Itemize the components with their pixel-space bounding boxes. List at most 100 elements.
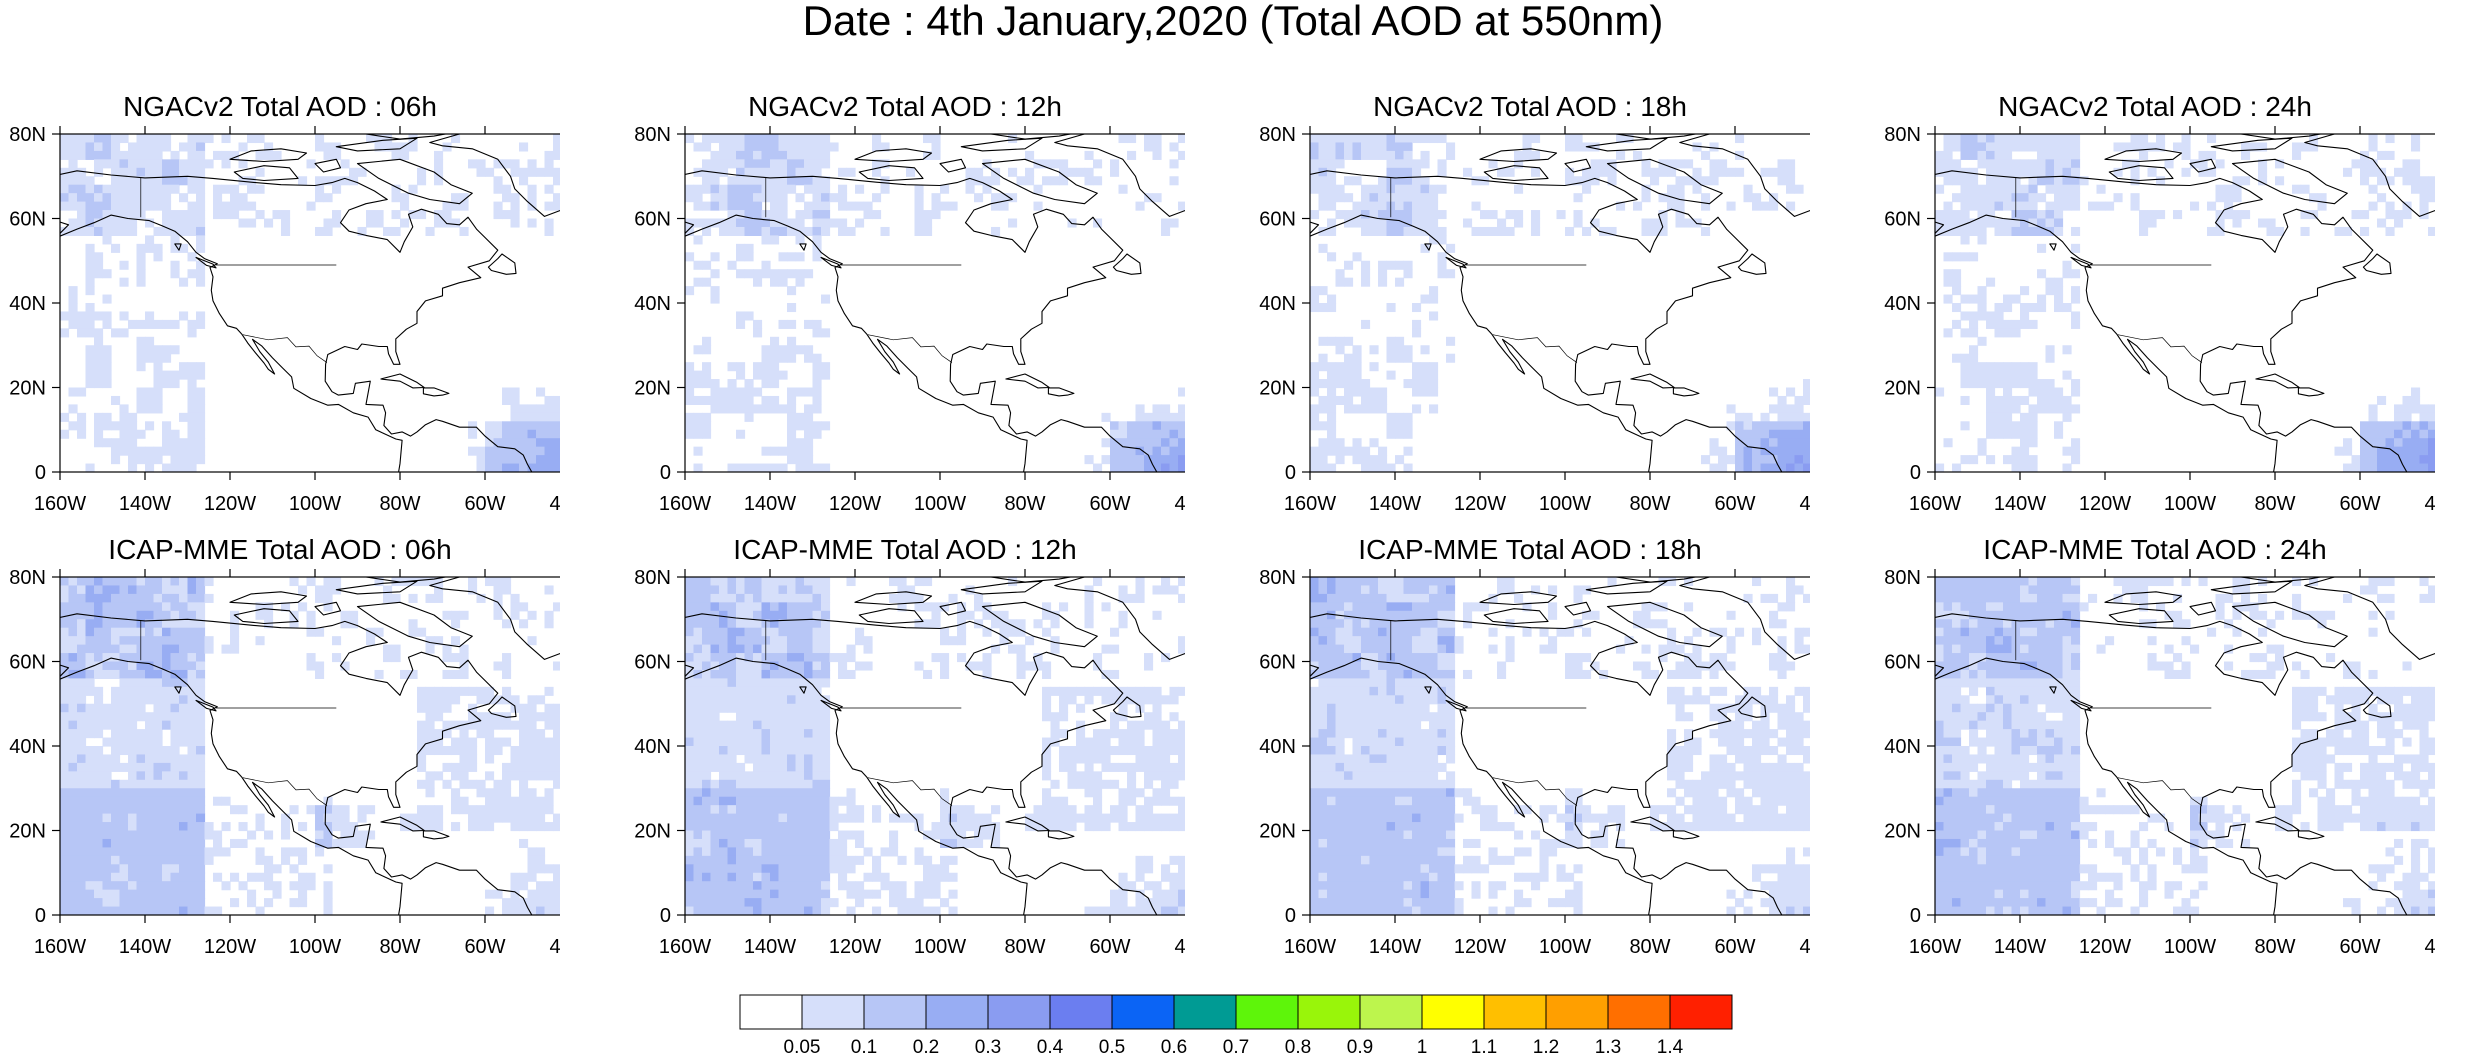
- aod-cell: [1169, 855, 1179, 865]
- aod-cell: [68, 176, 78, 186]
- aod-cell: [2428, 404, 2435, 414]
- aod-cell: [170, 737, 180, 747]
- aod-cell: [519, 813, 529, 823]
- aod-cell: [1050, 805, 1060, 815]
- aod-cell: [408, 813, 418, 823]
- aod-cell: [812, 328, 822, 338]
- aod-cell: [1505, 167, 1515, 177]
- aod-cell: [1327, 252, 1337, 262]
- aod-cell: [153, 201, 163, 211]
- aod-cell: [778, 746, 788, 756]
- aod-cell: [1361, 395, 1371, 405]
- aod-cell: [1786, 412, 1796, 422]
- aod-cell: [770, 446, 780, 456]
- aod-cell: [1986, 370, 1996, 380]
- aod-cell: [85, 134, 95, 144]
- aod-cell: [1161, 421, 1171, 431]
- aod-cell: [1752, 455, 1762, 465]
- aod-cell: [1327, 585, 1337, 595]
- aod-cell: [693, 260, 703, 270]
- aod-cell: [196, 610, 206, 620]
- aod-cell: [425, 686, 435, 696]
- aod-cell: [812, 150, 822, 160]
- aod-cell: [2428, 421, 2435, 431]
- aod-cell: [510, 898, 520, 908]
- aod-cell: [1169, 438, 1179, 448]
- aod-cell: [196, 226, 206, 236]
- aod-cell: [102, 150, 112, 160]
- aod-cell: [2173, 142, 2183, 152]
- aod-cell: [425, 771, 435, 781]
- aod-cell: [102, 201, 112, 211]
- aod-cell: [702, 847, 712, 857]
- aod-cell: [1335, 881, 1345, 891]
- aod-cell: [2011, 429, 2021, 439]
- aod-cell: [1335, 788, 1345, 798]
- aod-cell: [727, 159, 737, 169]
- aod-cell: [170, 830, 180, 840]
- aod-cell: [391, 644, 401, 654]
- aod-cell: [153, 838, 163, 848]
- aod-cell: [1514, 218, 1524, 228]
- aod-cell: [340, 805, 350, 815]
- aod-cell: [770, 636, 780, 646]
- aod-cell: [255, 847, 265, 857]
- aod-cell: [442, 201, 452, 211]
- aod-cell: [298, 585, 308, 595]
- aod-cell: [179, 644, 189, 654]
- aod-cell: [77, 762, 87, 772]
- aod-cell: [2011, 362, 2021, 372]
- aod-cell: [744, 395, 754, 405]
- aod-cell: [948, 906, 958, 915]
- aod-cell: [1352, 771, 1362, 781]
- aod-cell: [68, 906, 78, 915]
- aod-cell: [213, 210, 223, 220]
- aod-cell: [119, 446, 129, 456]
- aod-cell: [1318, 898, 1328, 908]
- aod-cell: [485, 813, 495, 823]
- aod-cell: [685, 619, 695, 629]
- aod-cell: [162, 636, 172, 646]
- aod-cell: [111, 695, 121, 705]
- aod-cell: [2139, 150, 2149, 160]
- aod-cell: [719, 872, 729, 882]
- aod-cell: [889, 813, 899, 823]
- aod-cell: [1084, 771, 1094, 781]
- aod-cell: [727, 754, 737, 764]
- aod-cell: [1327, 362, 1337, 372]
- aod-cell: [685, 864, 695, 874]
- aod-cell: [60, 134, 70, 144]
- aod-cell: [434, 167, 444, 177]
- aod-cell: [736, 703, 746, 713]
- aod-cell: [710, 602, 720, 612]
- aod-cell: [1335, 184, 1345, 194]
- aod-cell: [744, 703, 754, 713]
- aod-cell: [2028, 303, 2038, 313]
- aod-cell: [982, 602, 992, 612]
- aod-cell: [145, 771, 155, 781]
- aod-cell: [880, 159, 890, 169]
- aod-cell: [719, 847, 729, 857]
- aod-cell: [1169, 463, 1179, 472]
- aod-cell: [187, 319, 197, 329]
- aod-cell: [1008, 627, 1018, 637]
- aod-cell: [727, 150, 737, 160]
- aod-cell: [736, 193, 746, 203]
- aod-cell: [1952, 252, 1962, 262]
- aod-cell: [221, 644, 231, 654]
- aod-cell: [179, 463, 189, 472]
- aod-cell: [68, 619, 78, 629]
- aod-cell: [2385, 421, 2395, 431]
- aod-cell: [102, 653, 112, 663]
- aod-cell: [179, 872, 189, 882]
- aod-cell: [170, 898, 180, 908]
- aod-cell: [1977, 201, 1987, 211]
- aod-cell: [128, 150, 138, 160]
- aod-cell: [544, 805, 554, 815]
- aod-cell: [2385, 176, 2395, 186]
- aod-cell: [753, 805, 763, 815]
- aod-cell: [702, 636, 712, 646]
- aod-cell: [323, 150, 333, 160]
- aod-cell: [1977, 294, 1987, 304]
- aod-cell: [1310, 619, 1320, 629]
